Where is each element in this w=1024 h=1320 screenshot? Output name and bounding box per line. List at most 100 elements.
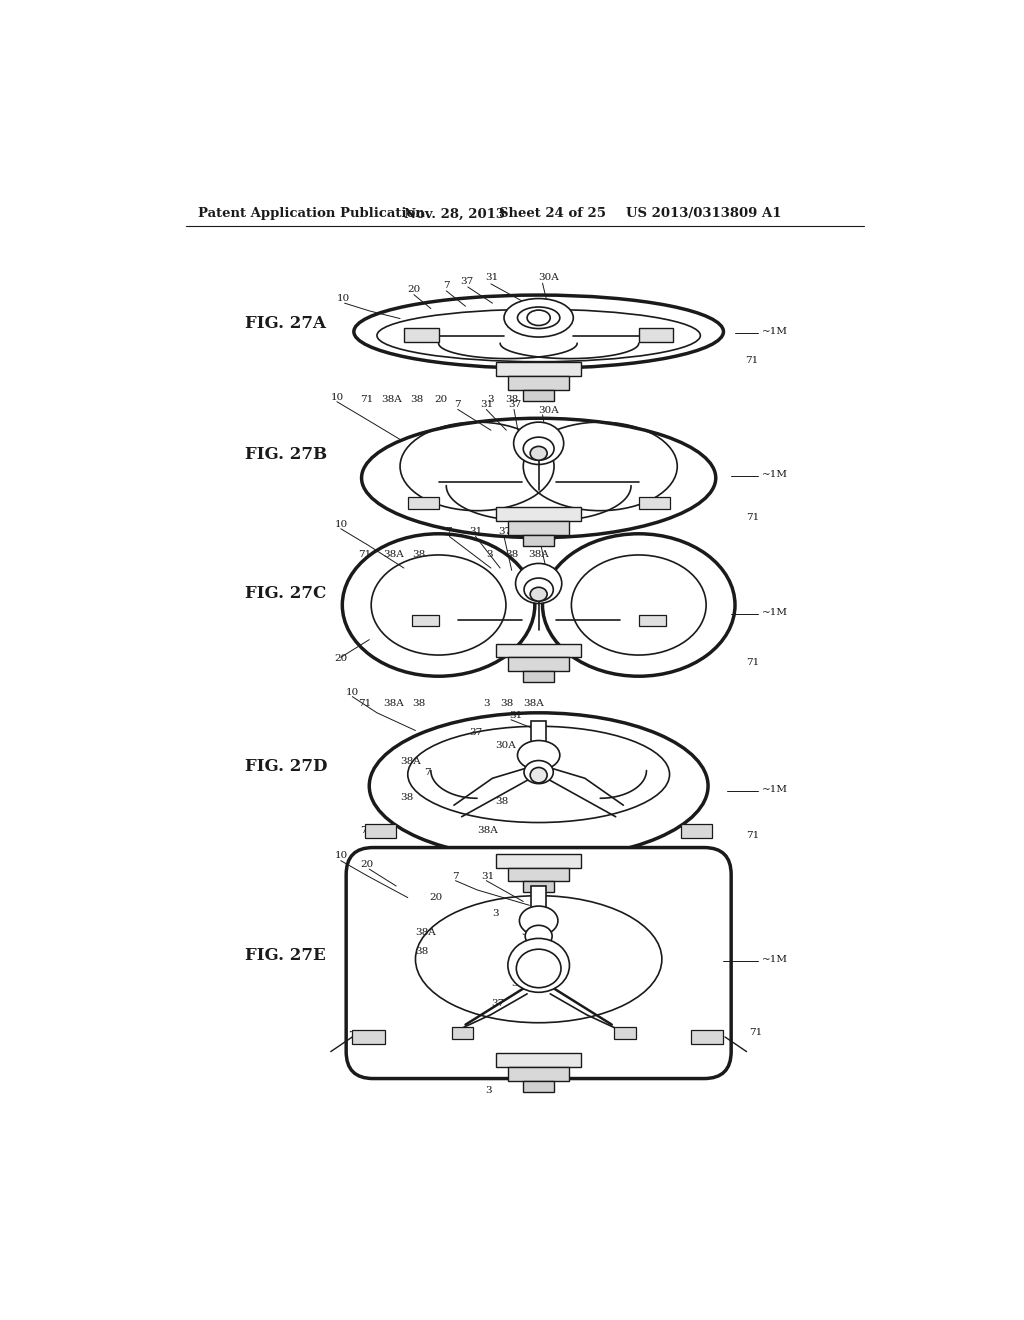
Bar [508,376,569,391]
Ellipse shape [515,564,562,603]
Text: 31: 31 [509,710,522,719]
Bar [691,1030,724,1044]
Text: 10: 10 [335,851,348,859]
Ellipse shape [517,741,560,770]
Text: 38A: 38A [383,550,403,560]
Text: 71: 71 [746,513,760,523]
Bar [523,671,554,682]
Text: 7: 7 [444,528,452,536]
Bar [452,1027,473,1039]
Text: 38A: 38A [381,395,401,404]
Text: 31: 31 [469,528,482,536]
Bar [523,535,554,545]
Text: 20: 20 [435,395,447,404]
Text: 38: 38 [519,946,532,956]
Text: 37: 37 [499,528,512,536]
Bar [523,1081,554,1092]
Bar [508,867,569,882]
Ellipse shape [523,437,554,461]
Text: 38: 38 [413,700,426,708]
Text: 71: 71 [357,550,371,560]
Bar [497,1053,581,1067]
Bar [639,327,674,342]
Bar [508,657,569,671]
Text: 38A: 38A [477,826,498,836]
Ellipse shape [524,760,553,784]
Text: 37: 37 [490,999,504,1008]
Text: 38: 38 [400,793,414,803]
Text: 71: 71 [749,1028,762,1036]
Text: 30A: 30A [539,405,559,414]
Text: 38A: 38A [400,756,421,766]
Text: 7: 7 [454,400,461,409]
Text: 20: 20 [429,894,442,902]
Text: 71: 71 [746,832,760,841]
Text: 30A: 30A [495,742,515,750]
Ellipse shape [342,533,535,676]
Text: 38: 38 [410,395,423,404]
Bar [403,327,438,342]
Bar [412,615,438,626]
Text: 38: 38 [495,797,508,805]
Text: 37: 37 [469,727,482,737]
Text: 37: 37 [460,277,473,286]
Text: FIG. 27D: FIG. 27D [245,758,327,775]
Ellipse shape [504,298,573,337]
Text: 3: 3 [484,1085,492,1094]
Text: 38A: 38A [528,395,550,404]
Text: 38A: 38A [521,928,543,937]
Ellipse shape [354,296,724,368]
Ellipse shape [525,925,552,946]
Bar [352,1030,385,1044]
Text: 10: 10 [337,294,350,304]
Text: 7: 7 [424,768,430,776]
Text: 71: 71 [348,1031,360,1040]
Ellipse shape [508,939,569,993]
Text: 30A: 30A [535,533,556,541]
Text: 20: 20 [408,285,421,294]
Text: 31: 31 [481,871,495,880]
Text: ~1M: ~1M [762,954,787,964]
Bar [523,391,554,401]
Bar [508,521,569,535]
Text: 7: 7 [453,871,459,880]
Ellipse shape [524,578,553,601]
Bar [523,882,554,892]
Ellipse shape [361,418,716,537]
Text: 3: 3 [486,550,493,560]
Text: ~1M: ~1M [762,470,787,479]
Text: 38A: 38A [383,700,403,708]
Text: US 2013/0313809 A1: US 2013/0313809 A1 [626,207,781,220]
Text: FIG. 27A: FIG. 27A [245,315,326,333]
Text: 38: 38 [506,395,519,404]
Text: FIG. 27E: FIG. 27E [245,946,326,964]
Ellipse shape [370,713,708,859]
Bar [366,825,396,838]
Text: 3: 3 [493,908,499,917]
Text: Sheet 24 of 25: Sheet 24 of 25 [499,207,605,220]
Bar [614,1027,636,1039]
Bar [497,644,581,657]
Ellipse shape [514,422,563,465]
Ellipse shape [543,533,735,676]
Text: 38A: 38A [528,550,549,560]
Bar [408,498,438,508]
Text: 20: 20 [360,861,374,869]
Text: 30A: 30A [539,273,559,282]
Text: 10: 10 [346,688,359,697]
Bar [497,363,581,376]
Text: 71: 71 [357,700,371,708]
Ellipse shape [530,767,547,783]
Bar [531,721,547,750]
Text: FIG. 27C: FIG. 27C [245,585,326,602]
Ellipse shape [530,587,547,601]
Text: 38: 38 [505,550,518,560]
Text: 38A: 38A [416,928,436,937]
Text: FIG. 27B: FIG. 27B [245,446,327,463]
Text: 71: 71 [746,659,760,667]
Text: 71: 71 [360,826,374,836]
Text: 37: 37 [508,400,521,409]
Text: 20: 20 [335,655,348,664]
Text: ~1M: ~1M [762,785,787,795]
Bar [497,507,581,521]
